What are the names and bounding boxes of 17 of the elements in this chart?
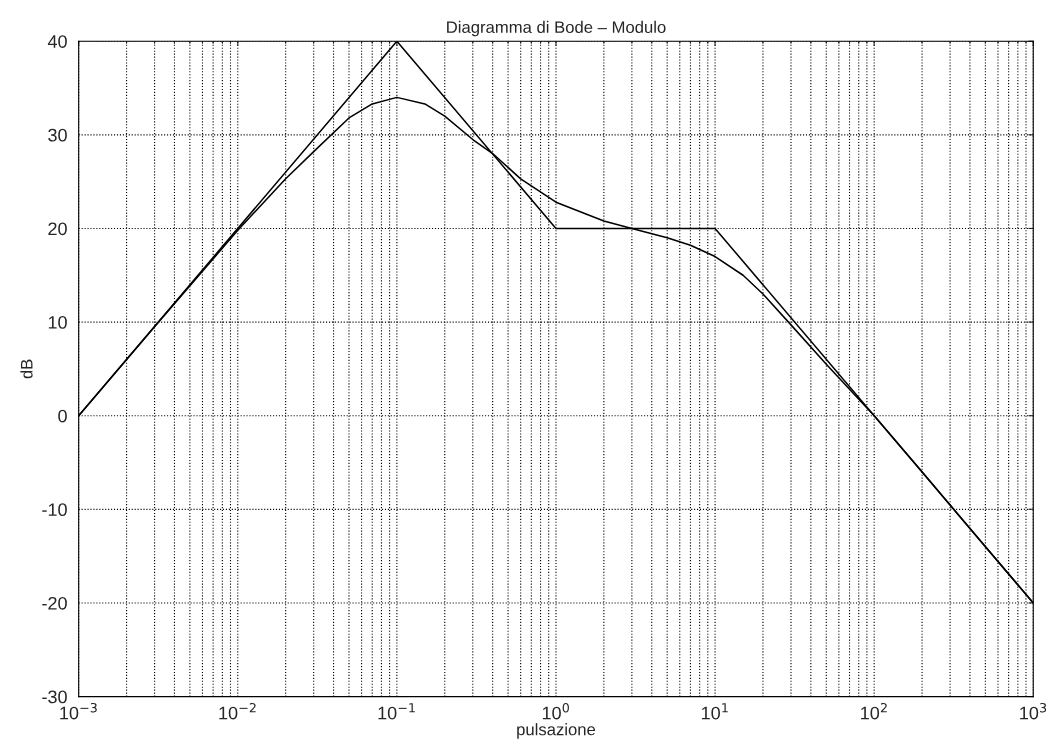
x-tick-label: 10$^{2}$: [861, 702, 887, 720]
y-tick-label: -30: [42, 690, 67, 704]
y-tick-label: 40: [47, 35, 67, 48]
x-axis-title: pulsazione: [517, 723, 596, 739]
x-tick-label: 10$^{3}$: [1020, 702, 1047, 720]
y-tick-label: -20: [42, 596, 67, 610]
y-tick-label: -10: [42, 503, 67, 517]
y-axis-title: dB: [20, 359, 33, 379]
y-tick-label: 30: [48, 128, 67, 142]
x-tick-label: 10$^{−1}$: [378, 703, 415, 720]
y-tick-label: 20: [48, 222, 67, 236]
x-tick-label: 10$^{1}$: [702, 703, 728, 720]
y-tick-label: 0: [58, 409, 67, 423]
y-tick-label: 10: [48, 316, 67, 329]
chart-title: Diagramma di Bode – Modulo: [447, 20, 666, 37]
x-tick-label: 10$^{−2}$: [219, 702, 256, 720]
x-tick-label: 10$^{0}$: [542, 702, 569, 720]
